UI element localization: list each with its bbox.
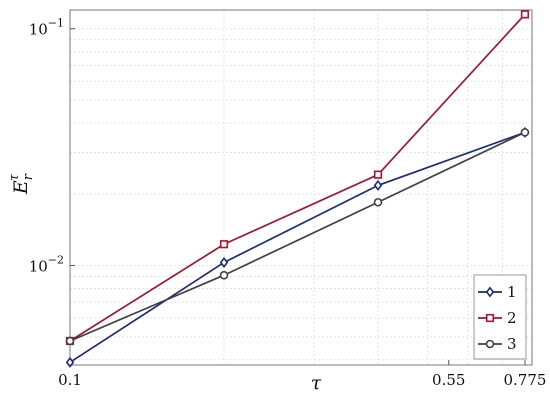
legend-marker-2 (485, 313, 495, 323)
series (65, 10, 530, 368)
legend-box (473, 274, 527, 360)
series-2-point (520, 10, 530, 19)
y-tick-label: 10−1 (29, 17, 64, 39)
svg-text:Erτ: Erτ (7, 173, 36, 195)
series-3-point (219, 270, 229, 280)
y-axis-label-sup: τ (7, 173, 22, 181)
x-tick-label: 0.55 (432, 371, 465, 389)
series-3-line (69, 131, 526, 342)
series-1-point (65, 356, 75, 368)
legend: 1 2 3 (473, 274, 527, 360)
x-tick-label: 0.775 (503, 371, 546, 389)
series-3-point (520, 128, 530, 137)
series-1-line (69, 131, 526, 364)
series-1-point (219, 256, 229, 268)
legend-label-1: 1 (507, 283, 517, 301)
plot-frame (69, 9, 533, 366)
grid (70, 10, 532, 365)
y-tick-label: 10−2 (29, 254, 64, 276)
series-3-point (373, 197, 383, 207)
y-axis-label-main: E (10, 180, 32, 195)
x-axis-label: τ (311, 372, 322, 394)
legend-label-2: 2 (507, 309, 517, 327)
series-1-point (373, 179, 383, 191)
axis-ticks: 0.1 0.55 0.775 10−2 10−1 (29, 17, 547, 389)
y-axis-label: Erτ (7, 173, 36, 195)
legend-label-3: 3 (507, 335, 517, 353)
series-3-point (65, 336, 75, 346)
series-2-point (373, 170, 383, 179)
x-tick-label: 0.1 (58, 371, 82, 389)
series-2-line (69, 13, 526, 342)
legend-marker-1 (485, 286, 495, 298)
y-axis-label-sub: r (21, 173, 36, 180)
legend-marker-3 (485, 339, 495, 349)
series-2-point (219, 240, 229, 249)
